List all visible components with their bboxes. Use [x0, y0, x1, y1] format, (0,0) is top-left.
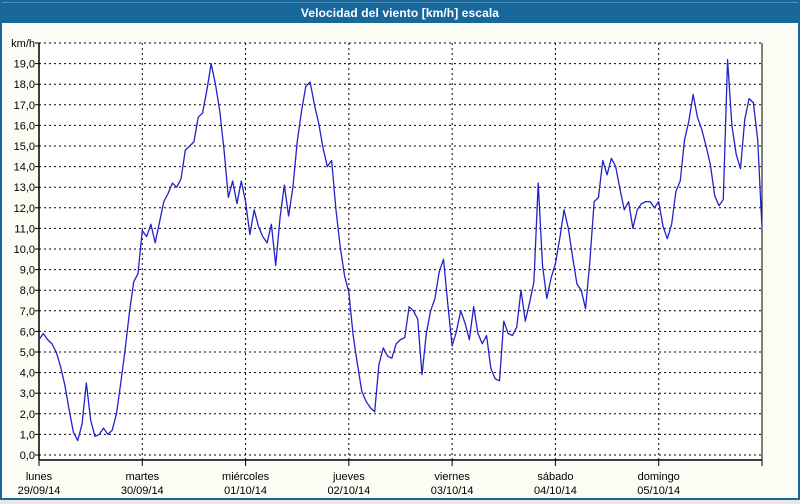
- y-axis-label: 5,0: [20, 347, 35, 359]
- window-title: Velocidad del viento [km/h] escala: [300, 6, 500, 20]
- y-axis-label: 17,0: [14, 100, 35, 112]
- chart-canvas: km/h 19,0 18,0 17,0 16,0 15,0 14,0 13,0 12,0 11,0…: [11, 38, 763, 497]
- day-date-label: 29/09/14: [18, 485, 61, 497]
- wind-speed-line: [38, 58, 763, 442]
- y-axis-label: 15,0: [14, 141, 35, 153]
- day-name-label: miércoles: [222, 471, 270, 483]
- y-axis-label: 13,0: [14, 182, 35, 194]
- day-date-label: 01/10/14: [224, 485, 267, 497]
- y-axis-label: 4,0: [20, 368, 35, 380]
- chart-area: km/h 19,0 18,0 17,0 16,0 15,0 14,0 13,0 12,0 11,0…: [2, 23, 798, 499]
- title-bar: Velocidad del viento [km/h] escala: [2, 2, 798, 23]
- day-date-label: 30/09/14: [121, 485, 164, 497]
- day-name-label: lunes: [26, 471, 53, 483]
- y-axis-label: 10,0: [14, 244, 35, 256]
- day-date-label: 05/10/14: [637, 485, 680, 497]
- y-axis-label: 3,0: [20, 388, 35, 400]
- day-name-label: viernes: [434, 471, 470, 483]
- day-name-label: martes: [125, 471, 159, 483]
- y-axis-label: 1,0: [20, 429, 35, 441]
- day-name-label: domingo: [638, 471, 680, 483]
- day-name-label: sábado: [537, 471, 573, 483]
- y-axis-label: 11,0: [14, 223, 35, 235]
- y-axis-label: 6,0: [20, 326, 35, 338]
- y-axis-label: 18,0: [14, 79, 35, 91]
- y-axis-label: 2,0: [20, 409, 35, 421]
- y-axis-label: 12,0: [14, 203, 35, 215]
- day-date-label: 03/10/14: [431, 485, 474, 497]
- y-axis-label: 9,0: [20, 265, 35, 277]
- y-axis-label: 16,0: [14, 120, 35, 132]
- y-axis-label: 0,0: [20, 450, 35, 462]
- day-date-label: 04/10/14: [534, 485, 577, 497]
- y-axis-label: 8,0: [20, 285, 35, 297]
- y-axis-label: 14,0: [14, 162, 35, 174]
- y-axis-unit-label: km/h: [11, 38, 35, 50]
- plot-background: [39, 43, 762, 460]
- day-name-label: jueves: [332, 471, 365, 483]
- y-axis-label: 19,0: [14, 59, 35, 71]
- y-axis-label: 7,0: [20, 306, 35, 318]
- day-date-label: 02/10/14: [327, 485, 370, 497]
